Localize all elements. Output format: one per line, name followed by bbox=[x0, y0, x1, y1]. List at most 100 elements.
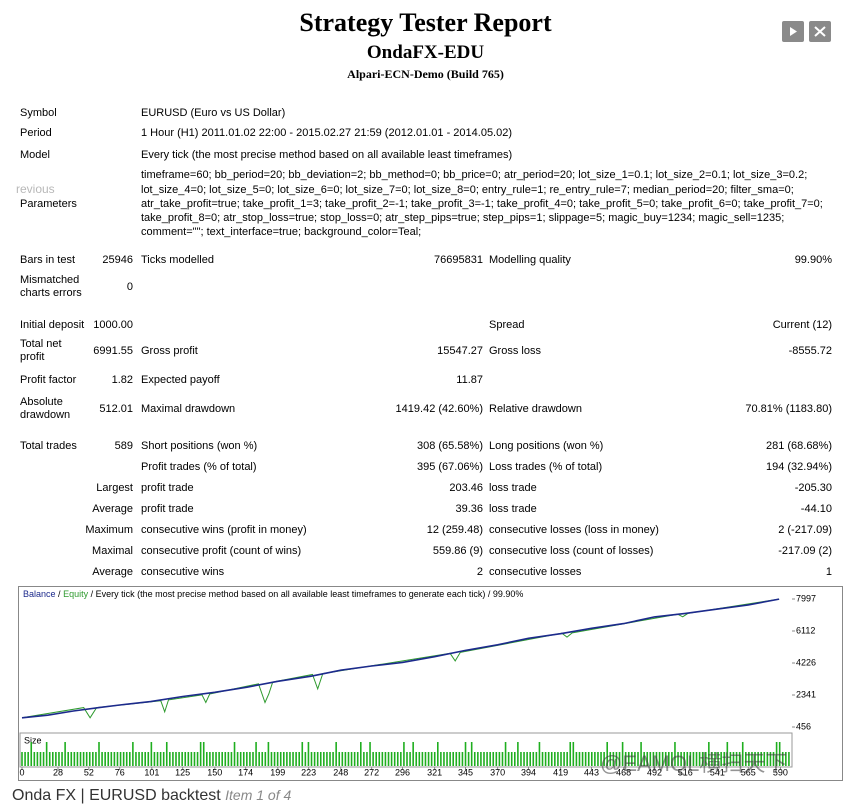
legend-sep: / bbox=[488, 589, 491, 599]
stat-label: Long positions (won %) bbox=[489, 440, 604, 452]
spacer bbox=[0, 478, 20, 499]
empty-cell bbox=[20, 457, 86, 478]
x-tick-label: 443 bbox=[584, 767, 599, 777]
spacer bbox=[133, 370, 141, 391]
stat-label: Bars in test bbox=[20, 254, 76, 266]
x-tick-label: 565 bbox=[741, 767, 756, 777]
info-value: Every tick (the most precise method base… bbox=[141, 148, 513, 161]
stat-value: Average bbox=[92, 566, 133, 578]
stat-label: Ticks modelled bbox=[141, 254, 214, 266]
stat-label: Initial deposit bbox=[20, 319, 85, 331]
stat-label: Spread bbox=[489, 319, 525, 331]
empty-cell bbox=[20, 541, 86, 562]
spacer bbox=[0, 394, 20, 424]
spacer bbox=[133, 541, 141, 562]
stat-label: consecutive wins bbox=[141, 566, 225, 578]
stat-value: 308 (65.58%) bbox=[416, 440, 483, 452]
legend: Balance / Equity / Every tick (the most … bbox=[23, 589, 523, 599]
stat-label: Profit trades (% of total) bbox=[141, 461, 257, 473]
x-tick-label: 345 bbox=[458, 767, 473, 777]
previous-nav[interactable]: revious bbox=[16, 182, 55, 196]
legend-quality: 99.90% bbox=[493, 589, 524, 599]
stat-label: Short positions (won %) bbox=[141, 440, 258, 452]
caption: Onda FX | EURUSD backtest Item 1 of 4 bbox=[12, 787, 291, 805]
stats-row: Initial deposit 1000.00 Spread Current (12) bbox=[0, 315, 845, 336]
stats-row: Total net profit 6991.55 Gross profit 15547… bbox=[0, 335, 845, 367]
graph: Balance / Equity / Every tick (the most … bbox=[18, 586, 843, 781]
spacer bbox=[0, 499, 20, 520]
spacer bbox=[133, 478, 141, 499]
spacer bbox=[0, 315, 20, 336]
stat-label: Gross profit bbox=[141, 344, 198, 357]
stat-label: Total net profit bbox=[20, 338, 62, 363]
stat-label: Maximal drawdown bbox=[141, 402, 236, 415]
stat-value: 395 (67.06%) bbox=[416, 461, 483, 473]
stat-value: Maximal bbox=[92, 545, 133, 557]
x-tick-label: 0 bbox=[19, 767, 24, 777]
stats-row: Maximum consecutive wins (profit in money… bbox=[0, 520, 845, 541]
legend-balance: Balance bbox=[23, 589, 56, 599]
stat-label: consecutive loss (count of losses) bbox=[489, 545, 654, 557]
stats-row: Average profit trade 39.36 loss trade -44.10 bbox=[0, 499, 845, 520]
stat-label: consecutive losses (loss in money) bbox=[489, 524, 659, 536]
y-tick-label: 6112 bbox=[796, 625, 815, 635]
caption-title: Onda FX | EURUSD backtest bbox=[12, 787, 221, 804]
spacer bbox=[133, 250, 141, 271]
y-tick-label: 4226 bbox=[796, 657, 816, 667]
spacer bbox=[0, 370, 20, 391]
spacer bbox=[0, 541, 20, 562]
stat-value: 1 bbox=[825, 566, 832, 578]
spacer bbox=[0, 335, 20, 367]
empty-cell bbox=[371, 315, 483, 336]
stat-value: -205.30 bbox=[794, 482, 832, 494]
spacer bbox=[0, 457, 20, 478]
report-title: Strategy Tester Report bbox=[299, 8, 552, 37]
empty-cell bbox=[700, 270, 832, 304]
stat-value: Average bbox=[92, 503, 133, 515]
stat-value: 1.82 bbox=[111, 374, 133, 386]
stat-value: 76695831 bbox=[434, 254, 483, 266]
spacer bbox=[133, 270, 141, 304]
spacer bbox=[133, 335, 141, 367]
stat-label: loss trade bbox=[489, 503, 537, 515]
legend-equity: Equity bbox=[63, 589, 89, 599]
spacer bbox=[133, 457, 141, 478]
window-buttons bbox=[782, 21, 831, 42]
empty-cell bbox=[700, 370, 832, 391]
play-icon bbox=[790, 27, 797, 36]
spacer bbox=[0, 520, 20, 541]
stat-label: Expected payoff bbox=[141, 374, 220, 386]
empty-cell bbox=[20, 499, 86, 520]
empty-cell bbox=[141, 315, 371, 336]
legend-description: Every tick (the most precise method base… bbox=[96, 589, 486, 599]
stat-value: 1419.42 (42.60%) bbox=[395, 402, 483, 415]
y-tick-label: 2341 bbox=[796, 689, 816, 699]
y-tick-label: 456 bbox=[796, 721, 811, 731]
stat-label: Loss trades (% of total) bbox=[489, 461, 603, 473]
info-label: Symbol bbox=[20, 107, 57, 119]
x-tick-label: 419 bbox=[553, 767, 568, 777]
stat-value: Maximum bbox=[85, 524, 133, 536]
empty-cell bbox=[489, 370, 700, 391]
spacer bbox=[0, 436, 20, 457]
x-tick-label: 492 bbox=[647, 767, 662, 777]
stats-row: Mismatched charts errors 0 bbox=[0, 270, 845, 304]
stat-value: 6991.55 bbox=[93, 344, 133, 357]
info-row: Symbol EURUSD (Euro vs US Dollar) bbox=[0, 103, 845, 123]
x-tick-label: 223 bbox=[301, 767, 316, 777]
stats-row: Profit trades (% of total) 395 (67.06%) Lo… bbox=[0, 457, 845, 478]
info-label: Model bbox=[20, 149, 50, 161]
stats-row: Absolute drawdown 512.01 Maximal drawdown 1… bbox=[0, 394, 845, 424]
stat-label: Relative drawdown bbox=[489, 402, 582, 415]
stat-value: 2 bbox=[476, 566, 483, 578]
stat-value: 70.81% (1183.80) bbox=[745, 402, 832, 415]
stat-value: 203.46 bbox=[449, 482, 483, 494]
stat-value: -8555.72 bbox=[788, 344, 832, 357]
x-tick-label: 52 bbox=[84, 767, 94, 777]
x-tick-label: 76 bbox=[115, 767, 125, 777]
stats-row: Total trades 589 Short positions (won %) 30… bbox=[0, 436, 845, 457]
y-tick-label: 7997 bbox=[796, 593, 816, 603]
stats-row: Bars in test 25946 Ticks modelled 76695831 M… bbox=[0, 250, 845, 271]
balance-line bbox=[21, 598, 780, 719]
